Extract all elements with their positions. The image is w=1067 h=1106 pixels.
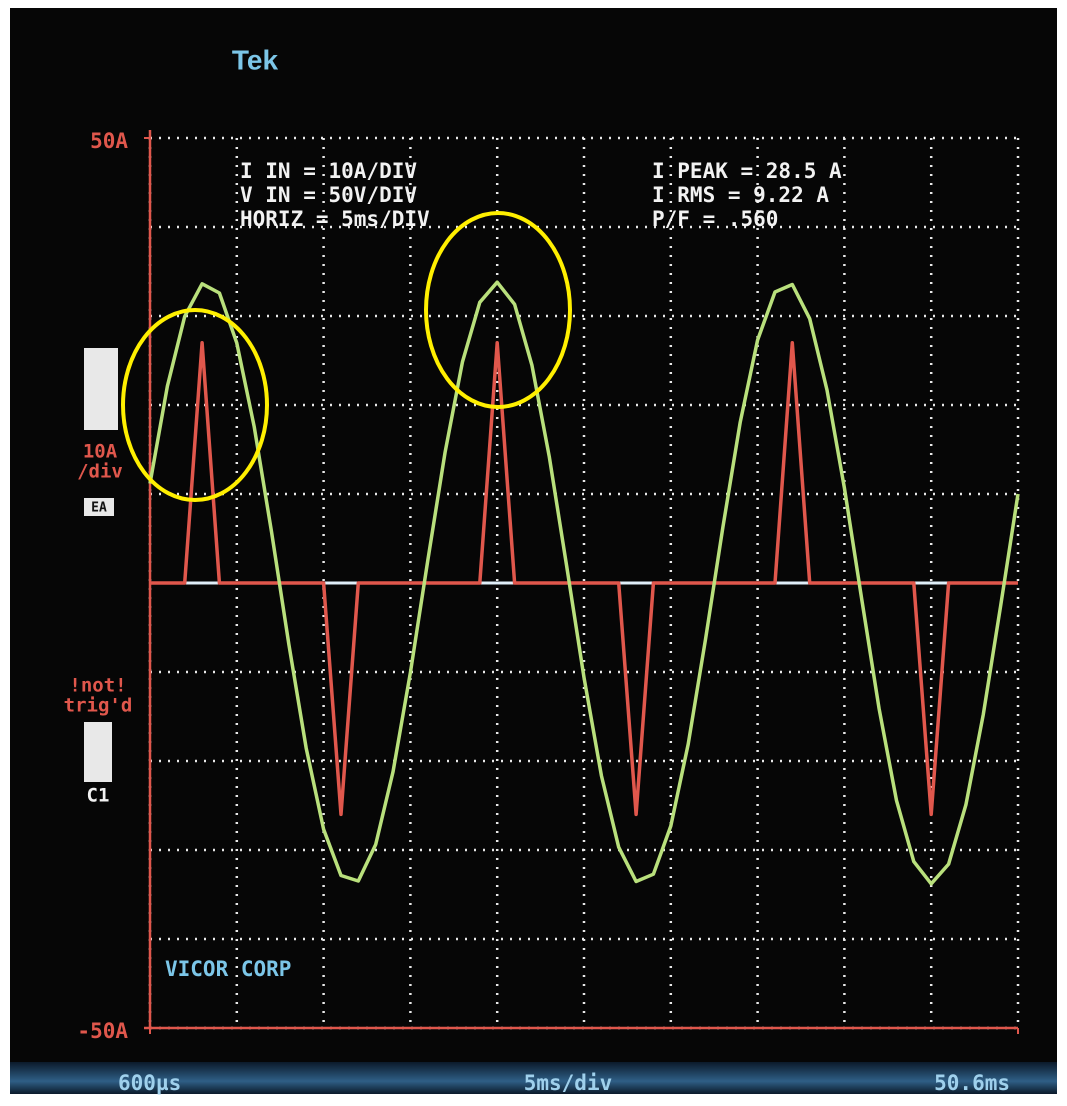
channel-indicator	[84, 722, 112, 782]
readout: P/F = .560	[652, 207, 778, 231]
oscilloscope-screen: Tek I IN = 10A/DIV V IN = 50V/DIV HORIZ …	[0, 0, 1067, 1102]
x-tick-label: 600µs	[118, 1071, 181, 1095]
side-label: EA	[91, 501, 107, 516]
y-tick-label: 50A	[90, 129, 128, 153]
readout: I IN = 10A/DIV	[240, 159, 417, 183]
x-scale-label: 5ms/div	[524, 1071, 613, 1095]
readout: V IN = 50V/DIV	[240, 183, 417, 207]
side-label: trig'd	[64, 695, 133, 717]
screen-background	[10, 8, 1057, 1094]
x-tick-label: 50.6ms	[934, 1071, 1010, 1095]
channel-indicator	[84, 348, 118, 430]
side-label: !not!	[69, 675, 126, 697]
footer: VICOR CORP	[165, 957, 291, 981]
brand: Tek	[232, 44, 279, 75]
side-label: 10A	[83, 441, 118, 463]
readout: I RMS = 9.22 A	[652, 183, 829, 207]
side-label: /div	[77, 461, 123, 483]
readout: HORIZ = 5ms/DIV	[240, 207, 430, 231]
side-label: C1	[87, 785, 110, 807]
y-tick-label: -50A	[77, 1019, 128, 1043]
readout: I PEAK = 28.5 A	[652, 159, 842, 183]
